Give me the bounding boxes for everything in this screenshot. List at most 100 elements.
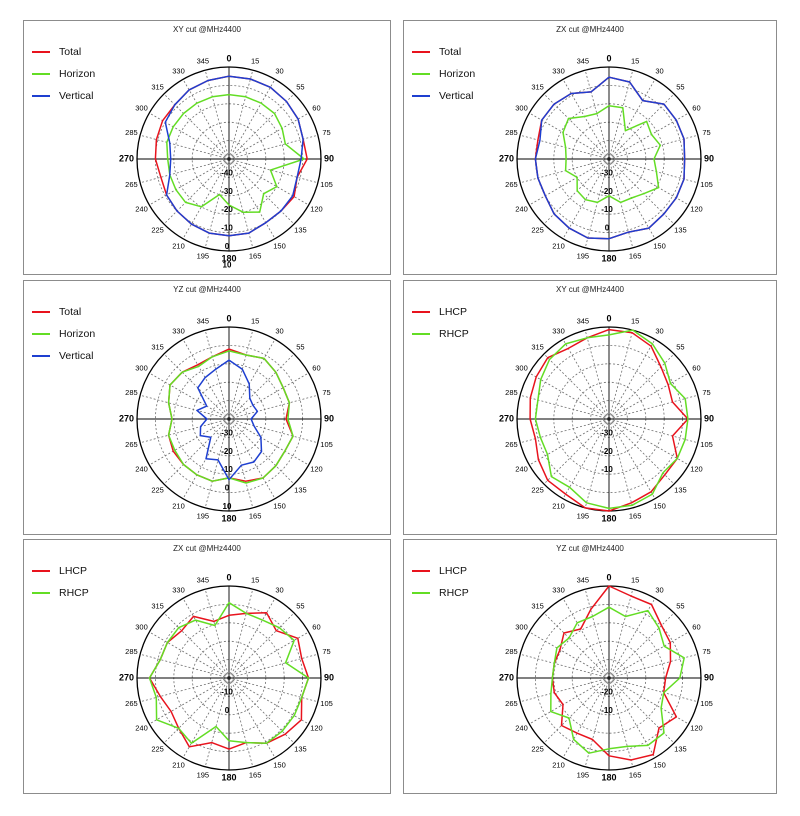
grid-spoke (543, 677, 610, 744)
grid-spoke (228, 394, 318, 420)
angle-tick-label: 15 (251, 316, 259, 325)
angle-tick-label: 135 (294, 744, 307, 753)
radial-tick-label: -30 (601, 428, 613, 437)
legend-item-lhcp: LHCP (412, 560, 469, 582)
angle-tick-label: 345 (197, 575, 210, 584)
angle-tick-label: 300 (135, 363, 148, 372)
legend-item-vertical: Vertical (32, 85, 95, 107)
grid-spokes (520, 70, 698, 248)
grid-spoke (182, 79, 230, 160)
angle-tick-label: 0 (606, 313, 611, 323)
angle-tick-label: 135 (674, 225, 687, 234)
series-line-lhcp (551, 585, 678, 761)
angle-tick-label: 300 (515, 622, 528, 631)
grid-spoke (228, 418, 309, 466)
legend-swatch (32, 570, 50, 572)
legend-swatch (32, 73, 50, 75)
series-line-vertical (534, 76, 686, 240)
radial-tick-label: -10 (221, 465, 233, 474)
legend-label: Horizon (439, 68, 476, 80)
grid-spoke (529, 677, 610, 725)
grid-spoke (608, 330, 634, 420)
angle-tick-label: 270 (499, 153, 514, 163)
angle-tick-label: 300 (515, 363, 528, 372)
radial-tick-label: 0 (225, 706, 230, 715)
angle-tick-label: 105 (320, 440, 333, 449)
grid-spoke (149, 112, 230, 160)
grid-spoke (228, 598, 276, 679)
angle-tick-label: 55 (296, 83, 304, 92)
legend-item-lhcp: LHCP (412, 301, 469, 323)
angle-tick-label: 300 (135, 103, 148, 112)
angle-tick-label: 300 (135, 622, 148, 631)
radial-tick-label: 0 (225, 484, 230, 493)
grid-spoke (608, 112, 689, 160)
grid-spoke (182, 677, 230, 758)
angle-tick-label: 60 (692, 622, 700, 631)
grid-spoke (140, 134, 230, 160)
angle-tick-label: 180 (601, 513, 616, 523)
legend-label: RHCP (59, 587, 89, 599)
legend-label: Vertical (59, 350, 94, 362)
grid-spoke (543, 612, 610, 679)
grid-spoke (608, 79, 656, 160)
legend-label: Total (439, 46, 462, 58)
grid-spoke (520, 653, 610, 679)
angle-tick-label: 240 (135, 204, 148, 213)
grid-spoke (228, 612, 295, 679)
angle-tick-label: 225 (151, 225, 164, 234)
grid-spoke (608, 70, 634, 160)
series-line-rhcp (534, 329, 689, 510)
legend-label: RHCP (439, 587, 469, 599)
angle-tick-label: 15 (631, 575, 639, 584)
radial-tick-label: -20 (221, 447, 233, 456)
chart-title: XY cut @MHz4400 (555, 285, 624, 294)
angle-tick-label: 165 (629, 512, 642, 521)
legend-swatch (412, 592, 430, 594)
angle-tick-label: 180 (221, 513, 236, 523)
angle-tick-label: 210 (552, 241, 565, 250)
angle-tick-label: 240 (135, 464, 148, 473)
angle-tick-label: 75 (322, 647, 330, 656)
legend-label: RHCP (439, 328, 469, 340)
legend-item-total: Total (32, 301, 95, 323)
angle-tick-label: 210 (172, 760, 185, 769)
radial-tick-label: 0 (225, 242, 230, 251)
grid-spoke (608, 353, 675, 420)
grid-spoke (149, 372, 230, 420)
chart-panel-xy-circular: XY cut @MHz4400 LHCP RHCP 0 15 30 55 60 75 90 10… (403, 280, 777, 535)
grid-spoke (140, 653, 230, 679)
angle-tick-label: 210 (552, 501, 565, 510)
grid-spoke (228, 418, 276, 499)
grid-spoke (562, 339, 610, 420)
angle-tick-label: 55 (676, 83, 684, 92)
grid-spoke (608, 631, 689, 679)
polar-plot: 0 15 30 55 60 75 90 105 120 135 150 165 180 195 210 225… (499, 53, 714, 263)
angle-tick-label: 15 (251, 575, 259, 584)
chart-panel-zx-circular: ZX cut @MHz4400 LHCP RHCP 0 15 30 55 60 75 90 10… (23, 539, 391, 794)
grid-spoke (520, 677, 610, 703)
legend-label: Vertical (59, 90, 94, 102)
chart-title: YZ cut @MHz4400 (556, 544, 624, 553)
grid-spoke (543, 418, 610, 485)
angle-tick-label: 120 (690, 464, 703, 473)
angle-tick-label: 150 (273, 760, 286, 769)
angle-tick-label: 270 (499, 413, 514, 423)
angle-tick-label: 90 (324, 413, 334, 423)
angle-tick-label: 240 (515, 464, 528, 473)
grid-spoke (228, 418, 254, 508)
angle-tick-label: 285 (505, 647, 518, 656)
angle-tick-label: 60 (312, 103, 320, 112)
grid-spoke (543, 158, 610, 225)
angle-tick-label: 195 (197, 512, 210, 521)
angle-tick-label: 225 (151, 485, 164, 494)
outer-ring (136, 585, 322, 771)
chart-title: YZ cut @MHz4400 (173, 285, 241, 294)
angle-tick-label: 135 (294, 225, 307, 234)
polar-plot: 0 15 30 55 60 75 90 105 120 135 150 165 180 195 210 225… (499, 313, 714, 523)
angle-tick-label: 30 (655, 327, 663, 336)
angle-tick-label: 300 (515, 103, 528, 112)
angle-tick-label: 210 (172, 501, 185, 510)
angle-tick-label: 345 (197, 56, 210, 65)
grid-spoke (163, 418, 230, 485)
